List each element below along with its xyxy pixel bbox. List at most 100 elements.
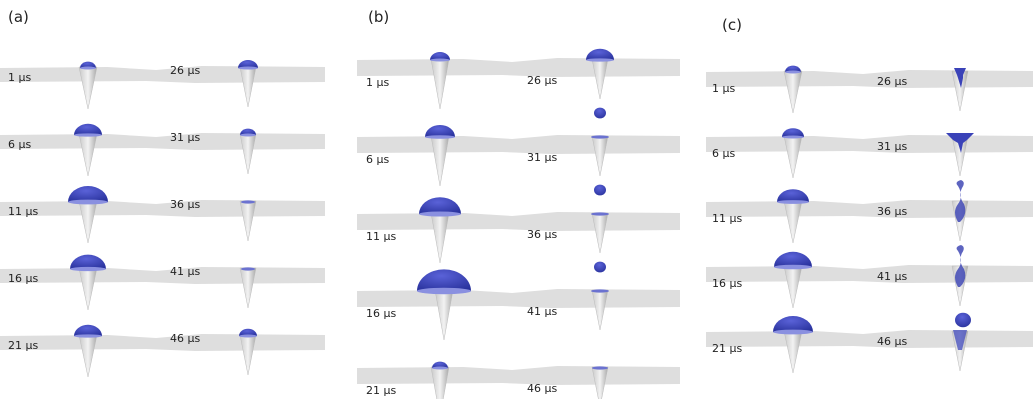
nozzle-cone	[784, 71, 802, 113]
time-label: 21 µs	[712, 342, 742, 355]
time-label: 1 µs	[366, 76, 389, 89]
time-label: 1 µs	[8, 71, 31, 84]
ejected-droplet	[594, 262, 606, 273]
nozzle-cone	[240, 67, 256, 107]
droplet-base	[68, 200, 108, 205]
droplet-base	[80, 67, 96, 70]
nozzle-cone	[431, 136, 449, 186]
surface-band	[0, 133, 325, 150]
time-label: 6 µs	[712, 147, 735, 160]
nozzle-cone	[435, 290, 453, 340]
droplet-base	[240, 134, 256, 137]
droplet	[425, 125, 455, 137]
droplet-base	[774, 265, 812, 270]
time-label: 36 µs	[170, 198, 200, 211]
nozzle-cone	[431, 213, 449, 263]
meniscus	[241, 200, 255, 203]
droplet-base	[785, 71, 801, 74]
nozzle-cone	[592, 213, 608, 253]
surface-band	[0, 66, 325, 83]
nozzle-cone	[784, 266, 802, 308]
panel-label: (b)	[368, 8, 389, 26]
time-label: 16 µs	[366, 307, 396, 320]
nozzle-cone	[240, 268, 256, 308]
time-label: 31 µs	[170, 131, 200, 144]
nozzle-cone	[240, 134, 256, 174]
panel-label: (a)	[8, 8, 29, 26]
time-label: 16 µs	[712, 277, 742, 290]
nozzle-cone	[79, 67, 97, 109]
time-label: 11 µs	[712, 212, 742, 225]
surface-band	[0, 334, 325, 351]
nozzle-cone	[79, 134, 97, 176]
figure: (a) 1 µs 26 µs 6 µs 31 µs 11 µs 36 µs 16 µs 41 µ…	[0, 0, 1033, 399]
droplet-base	[74, 334, 102, 337]
nozzle-cone	[784, 331, 802, 373]
droplet-base	[417, 288, 471, 294]
droplet	[419, 197, 461, 214]
time-label: 41 µs	[170, 265, 200, 278]
meniscus	[592, 366, 608, 369]
time-label: 26 µs	[170, 64, 200, 77]
nozzle-cone	[240, 201, 256, 241]
time-label: 11 µs	[366, 230, 396, 243]
nozzle-cone	[79, 201, 97, 243]
time-label: 26 µs	[527, 74, 557, 87]
time-label: 26 µs	[877, 75, 907, 88]
ejected-droplet	[594, 108, 606, 119]
droplet-base	[74, 133, 102, 136]
surface-band	[357, 212, 680, 231]
nozzle-cone	[784, 201, 802, 243]
time-label: 21 µs	[366, 384, 396, 397]
surface-band	[706, 200, 1033, 218]
time-label: 6 µs	[366, 153, 389, 166]
surface-band	[0, 267, 325, 284]
surface-band	[706, 330, 1033, 348]
meniscus	[591, 289, 609, 292]
time-label: 46 µs	[877, 335, 907, 348]
droplet-base	[782, 136, 804, 139]
droplet-base	[70, 267, 106, 271]
droplet	[586, 49, 614, 60]
droplet-base	[432, 367, 448, 370]
time-label: 46 µs	[527, 382, 557, 395]
time-label: 46 µs	[170, 332, 200, 345]
time-label: 21 µs	[8, 339, 38, 352]
surface-band	[706, 265, 1033, 283]
nozzle-cone	[592, 59, 608, 99]
surface-band	[0, 200, 325, 217]
ejected-droplet	[955, 313, 971, 327]
droplet	[70, 255, 106, 269]
time-label: 31 µs	[527, 151, 557, 164]
nozzle-cone	[784, 136, 802, 178]
nozzle-cone	[79, 335, 97, 377]
droplet-base	[239, 335, 257, 338]
surface-band	[357, 366, 680, 385]
nozzle-cone	[592, 290, 608, 330]
meniscus	[241, 267, 255, 270]
nozzle-cone	[240, 335, 256, 375]
time-label: 11 µs	[8, 205, 38, 218]
time-label: 6 µs	[8, 138, 31, 151]
time-label: 36 µs	[877, 205, 907, 218]
ejected-droplet	[594, 185, 606, 196]
surface-band	[706, 70, 1033, 88]
time-label: 41 µs	[527, 305, 557, 318]
time-label: 1 µs	[712, 82, 735, 95]
surface-band	[357, 289, 680, 308]
nozzle-cone	[431, 367, 449, 399]
meniscus	[591, 135, 609, 138]
time-label: 31 µs	[877, 140, 907, 153]
droplet-base	[777, 200, 809, 204]
droplet-base	[425, 135, 455, 139]
droplet-base	[238, 67, 258, 70]
droplet-base	[419, 211, 461, 216]
droplet-base	[430, 59, 450, 62]
nozzle-cone	[79, 268, 97, 310]
panel-label: (c)	[722, 16, 742, 34]
time-label: 41 µs	[877, 270, 907, 283]
droplet-base	[773, 330, 813, 335]
time-label: 36 µs	[527, 228, 557, 241]
surface-band	[357, 58, 680, 77]
surface-band	[357, 135, 680, 154]
